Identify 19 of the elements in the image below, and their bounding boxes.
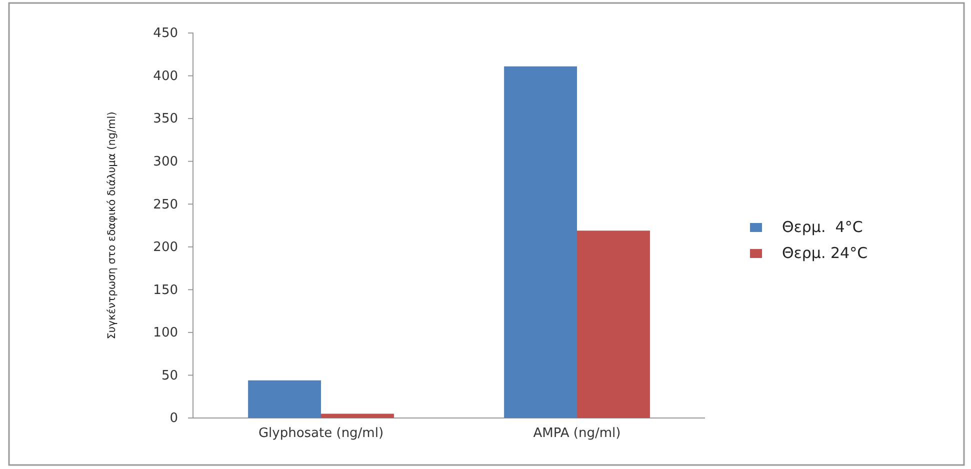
y-tick-label: 300 xyxy=(153,154,178,170)
y-tick-label: 50 xyxy=(161,368,178,384)
bar xyxy=(577,230,650,418)
y-tick-label: 400 xyxy=(153,68,178,84)
y-tick-label: 100 xyxy=(153,326,178,341)
bar xyxy=(248,380,321,418)
y-tick-label: 150 xyxy=(153,282,178,298)
y-tick-label: 350 xyxy=(153,112,178,127)
x-tick-label: AMPA (ng/ml) xyxy=(533,426,621,442)
bar xyxy=(321,414,394,418)
y-tick-label: 0 xyxy=(170,411,178,426)
x-tick-label: Glyphosate (ng/ml) xyxy=(258,426,384,442)
bar xyxy=(504,66,577,418)
y-tick-label: 450 xyxy=(153,26,178,42)
y-tick-label: 250 xyxy=(153,197,178,212)
y-axis-title: Συγκέντρωση στο εδαφικό διάλυμα (ng/ml) xyxy=(106,112,118,340)
legend-label: Θερμ. 4°C xyxy=(782,218,863,236)
y-tick-label: 200 xyxy=(153,240,178,256)
legend-label: Θερμ. 24°C xyxy=(782,244,868,262)
